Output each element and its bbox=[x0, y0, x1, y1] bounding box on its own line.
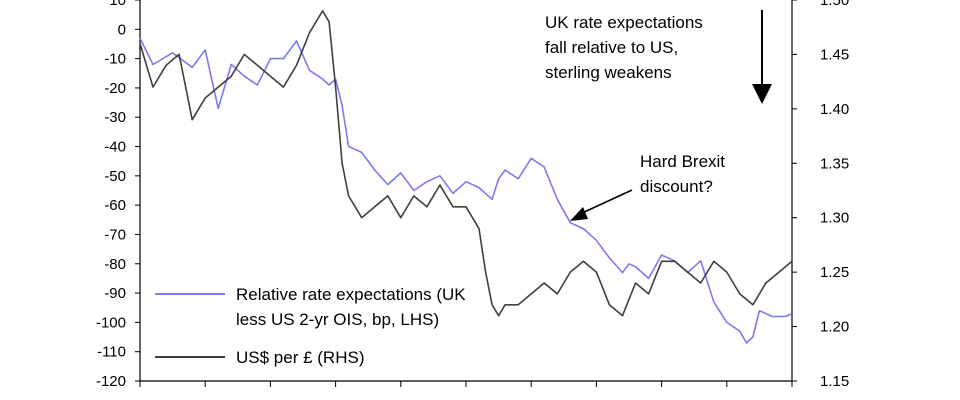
left-tick-label: -90 bbox=[104, 285, 126, 302]
left-tick-label: -60 bbox=[104, 197, 126, 214]
legend: Relative rate expectations (UK less US 2… bbox=[155, 285, 466, 367]
left-tick-label: -100 bbox=[96, 314, 126, 331]
left-tick-label: -120 bbox=[96, 373, 126, 390]
annotation-rate-expectations-line-3: sterling weakens bbox=[545, 63, 672, 82]
left-tick-label: -80 bbox=[104, 256, 126, 273]
right-tick-label: 1.25 bbox=[820, 264, 849, 281]
right-tick-label: 1.45 bbox=[820, 46, 849, 63]
right-tick-label: 1.40 bbox=[820, 101, 849, 118]
right-tick-label: 1.15 bbox=[820, 373, 849, 390]
right-tick-label: 1.20 bbox=[820, 319, 849, 336]
legend-label-usd: US$ per £ (RHS) bbox=[236, 348, 364, 367]
left-tick-label: -50 bbox=[104, 168, 126, 185]
legend-label-rate-line-2: less US 2-yr OIS, bp, LHS) bbox=[236, 310, 439, 329]
right-tick-label: 1.35 bbox=[820, 155, 849, 172]
annotation-rate-expectations-line-2: fall relative to US, bbox=[545, 38, 678, 57]
x-axis-ticks bbox=[139, 381, 793, 387]
right-tick-label: 1.30 bbox=[820, 210, 849, 227]
diagonal-arrow bbox=[570, 189, 633, 221]
series-line-rate-expectations bbox=[139, 37, 793, 344]
right-tick-label: 1.50 bbox=[820, 0, 849, 9]
left-tick-label: -70 bbox=[104, 226, 126, 243]
annotation-rate-expectations-line-1: UK rate expectations bbox=[545, 13, 703, 32]
annotation-hard-brexit-line-2: discount? bbox=[640, 177, 713, 196]
down-arrow bbox=[752, 10, 772, 104]
left-tick-label: -10 bbox=[104, 51, 126, 68]
series-layer bbox=[139, 10, 793, 344]
annotation-hard-brexit-line-1: Hard Brexit bbox=[640, 152, 725, 171]
left-tick-label: 0 bbox=[118, 21, 126, 38]
left-tick-label: -30 bbox=[104, 109, 126, 126]
left-tick-label: 10 bbox=[109, 0, 126, 9]
left-tick-label: -40 bbox=[104, 139, 126, 156]
legend-label-rate-line-1: Relative rate expectations (UK bbox=[236, 285, 466, 304]
left-tick-label: -20 bbox=[104, 80, 126, 97]
series-line-usd-per-gbp bbox=[139, 10, 793, 317]
right-axis-ticks: 1.50 1.45 1.40 1.35 1.30 1.25 1.20 1.15 bbox=[792, 0, 849, 390]
left-axis-ticks: 10 0 -10 -20 -30 -40 -50 -60 -70 -80 -90 -100 -110 -1… bbox=[96, 0, 140, 390]
left-tick-label: -110 bbox=[97, 344, 126, 361]
